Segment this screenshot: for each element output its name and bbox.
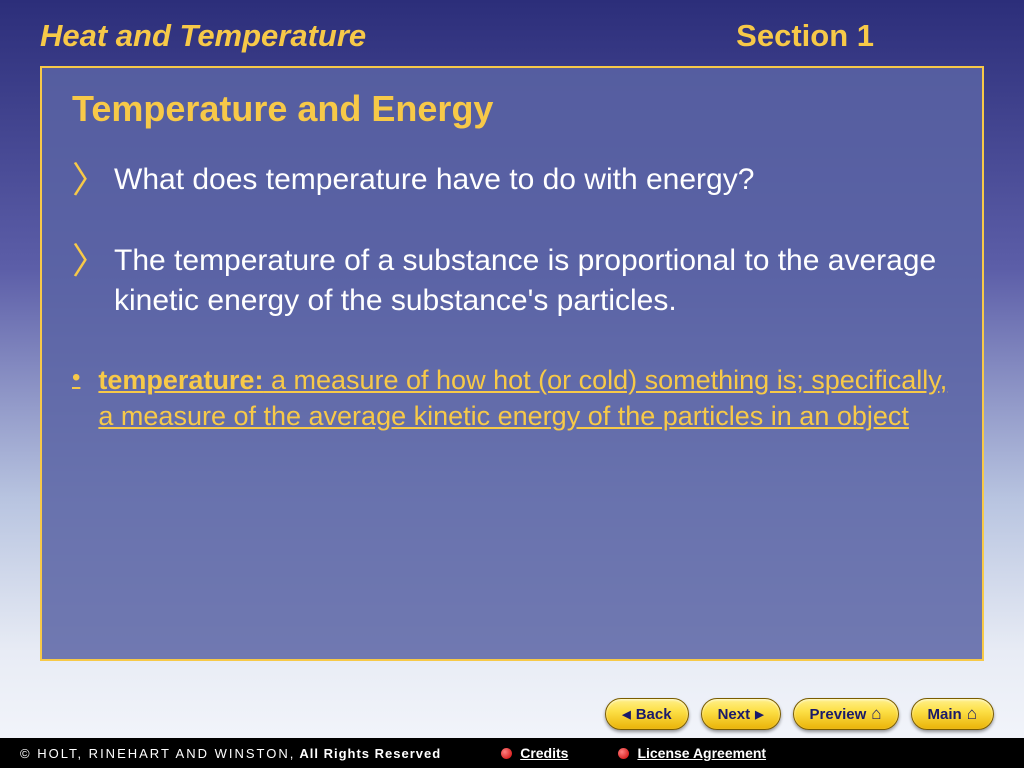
license-link[interactable]: License Agreement: [618, 745, 766, 761]
dot-bullet-icon: •: [72, 362, 80, 435]
credits-label: Credits: [520, 745, 568, 761]
bullet-item: 〉 What does temperature have to do with …: [72, 160, 952, 201]
footer-bar: © HOLT, RINEHART AND WINSTON, All Rights…: [0, 738, 1024, 768]
back-label: Back: [636, 706, 672, 723]
copyright-rights: All Rights Reserved: [299, 746, 441, 761]
red-dot-icon: [618, 748, 629, 759]
copyright-company: © HOLT, RINEHART AND WINSTON,: [20, 746, 295, 761]
angle-bullet-icon: 〉: [72, 241, 108, 322]
angle-bullet-icon: 〉: [72, 160, 108, 201]
section-label: Section 1: [736, 18, 984, 54]
nav-button-row: Back Next Preview Main: [605, 698, 994, 730]
bullet-text: The temperature of a substance is propor…: [114, 241, 952, 322]
definition-item: • temperature: a measure of how hot (or …: [72, 362, 952, 435]
slide-header: Heat and Temperature Section 1: [0, 0, 1024, 66]
red-dot-icon: [501, 748, 512, 759]
license-label: License Agreement: [637, 745, 766, 761]
back-button[interactable]: Back: [605, 698, 688, 730]
bullet-text: What does temperature have to do with en…: [114, 160, 952, 201]
next-label: Next: [718, 706, 751, 723]
preview-label: Preview: [810, 706, 867, 723]
bullet-item: 〉 The temperature of a substance is prop…: [72, 241, 952, 322]
chapter-title: Heat and Temperature: [40, 18, 736, 54]
main-button[interactable]: Main: [911, 698, 994, 730]
definition-term: temperature:: [98, 365, 263, 395]
credits-link[interactable]: Credits: [501, 745, 568, 761]
preview-button[interactable]: Preview: [793, 698, 899, 730]
next-button[interactable]: Next: [701, 698, 781, 730]
definition-text: temperature: a measure of how hot (or co…: [98, 362, 952, 435]
main-label: Main: [928, 706, 962, 723]
slide-title: Temperature and Energy: [72, 88, 952, 130]
content-panel: Temperature and Energy 〉 What does tempe…: [40, 66, 984, 661]
